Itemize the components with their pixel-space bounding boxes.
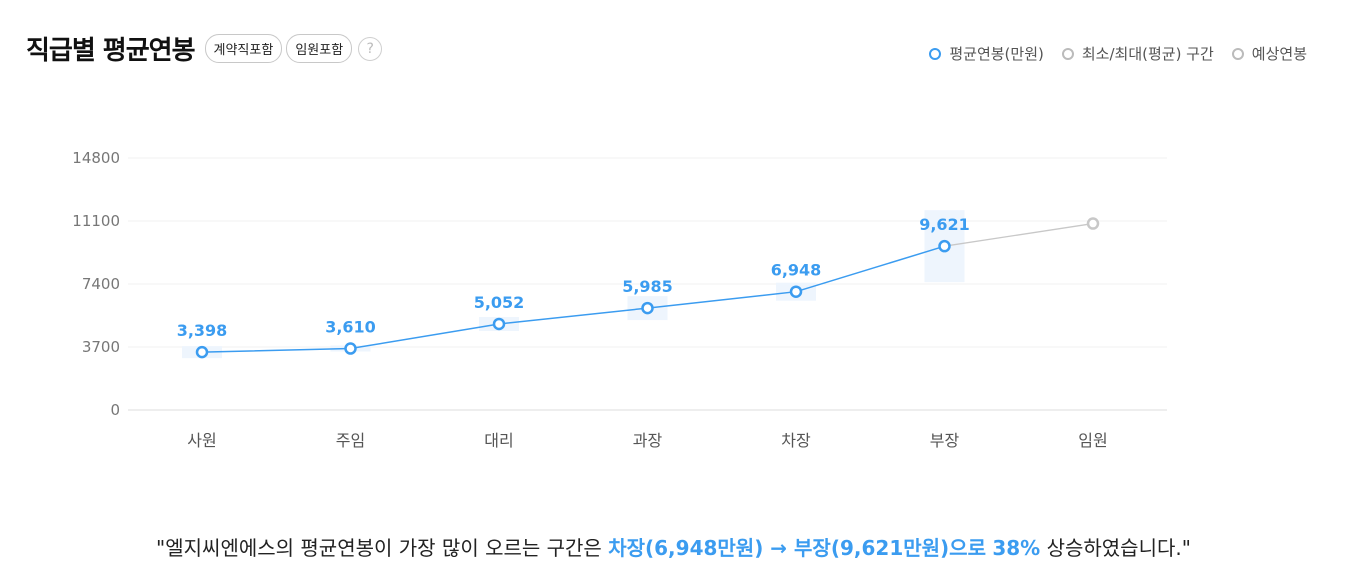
data-label: 6,948 — [771, 261, 822, 280]
x-tick-label: 주임 — [336, 431, 365, 450]
data-label: 3,610 — [325, 318, 376, 337]
x-tick-label: 과장 — [633, 431, 663, 450]
legend-label: 예상연봉 — [1251, 45, 1307, 63]
y-tick-label: 14800 — [72, 149, 120, 167]
help-icon[interactable]: ? — [358, 36, 383, 61]
legend-label: 최소/최대(평균) 구간 — [1081, 45, 1214, 63]
legend-label: 평균연봉(만원) — [949, 45, 1044, 63]
data-point — [938, 239, 951, 253]
chart-header: 직급별 평균연봉 계약직포함 임원포함 ? — [26, 30, 383, 67]
data-point — [789, 285, 803, 298]
legend-circle-icon — [929, 47, 942, 60]
y-tick-label: 0 — [110, 401, 120, 419]
chart-legend: 평균연봉(만원) 최소/최대(평균) 구간 예상연봉 — [911, 43, 1307, 64]
legend-circle-icon — [1231, 47, 1244, 60]
page-title: 직급별 평균연봉 — [26, 36, 195, 66]
data-point — [195, 345, 209, 359]
line-chart: 0 3700 7400 11100 14800 사원 주임 대리 과장 차장 부장 임원 3,398 3,… — [72, 149, 1167, 450]
data-point — [492, 317, 506, 331]
data-label: 5,052 — [474, 293, 525, 312]
data-label: 3,398 — [177, 321, 228, 340]
x-tick-label: 대리 — [484, 431, 513, 450]
summary-prefix: "엘지씨엔에스의 평균연봉이 가장 많이 오르는 구간은 — [156, 536, 609, 560]
y-tick-label: 11100 — [72, 212, 120, 230]
x-tick-label: 차장 — [781, 431, 811, 450]
expected-series-line — [944, 222, 1094, 247]
legend-circle-icon — [1061, 47, 1074, 60]
legend-item-expected[interactable]: 예상연봉 — [1231, 43, 1307, 64]
x-tick-label: 임원 — [1078, 431, 1107, 450]
summary-highlight-percent: 38% — [992, 536, 1041, 560]
average-series-line — [201, 245, 945, 353]
data-point — [641, 301, 654, 315]
summary-highlight-range: 차장(6,948만원) → 부장(9,621만원)으로 — [608, 536, 986, 560]
expected-point — [1086, 217, 1100, 230]
data-label: 9,621 — [919, 215, 970, 234]
legend-item-average[interactable]: 평균연봉(만원) — [929, 43, 1044, 64]
executive-include-chip[interactable]: 임원포함 — [286, 34, 353, 63]
data-label: 5,985 — [622, 277, 673, 296]
x-tick-label: 부장 — [930, 431, 960, 450]
contract-include-chip[interactable]: 계약직포함 — [204, 34, 283, 63]
y-tick-label: 7400 — [82, 275, 120, 293]
summary-text: "엘지씨엔에스의 평균연봉이 가장 많이 오르는 구간은 차장(6,948만원)… — [0, 532, 1347, 561]
legend-item-range[interactable]: 최소/최대(평균) 구간 — [1061, 43, 1214, 64]
x-tick-label: 사원 — [187, 431, 216, 450]
summary-suffix: 상승하였습니다." — [1040, 536, 1191, 560]
y-tick-label: 3700 — [82, 338, 120, 356]
data-point — [344, 342, 357, 355]
